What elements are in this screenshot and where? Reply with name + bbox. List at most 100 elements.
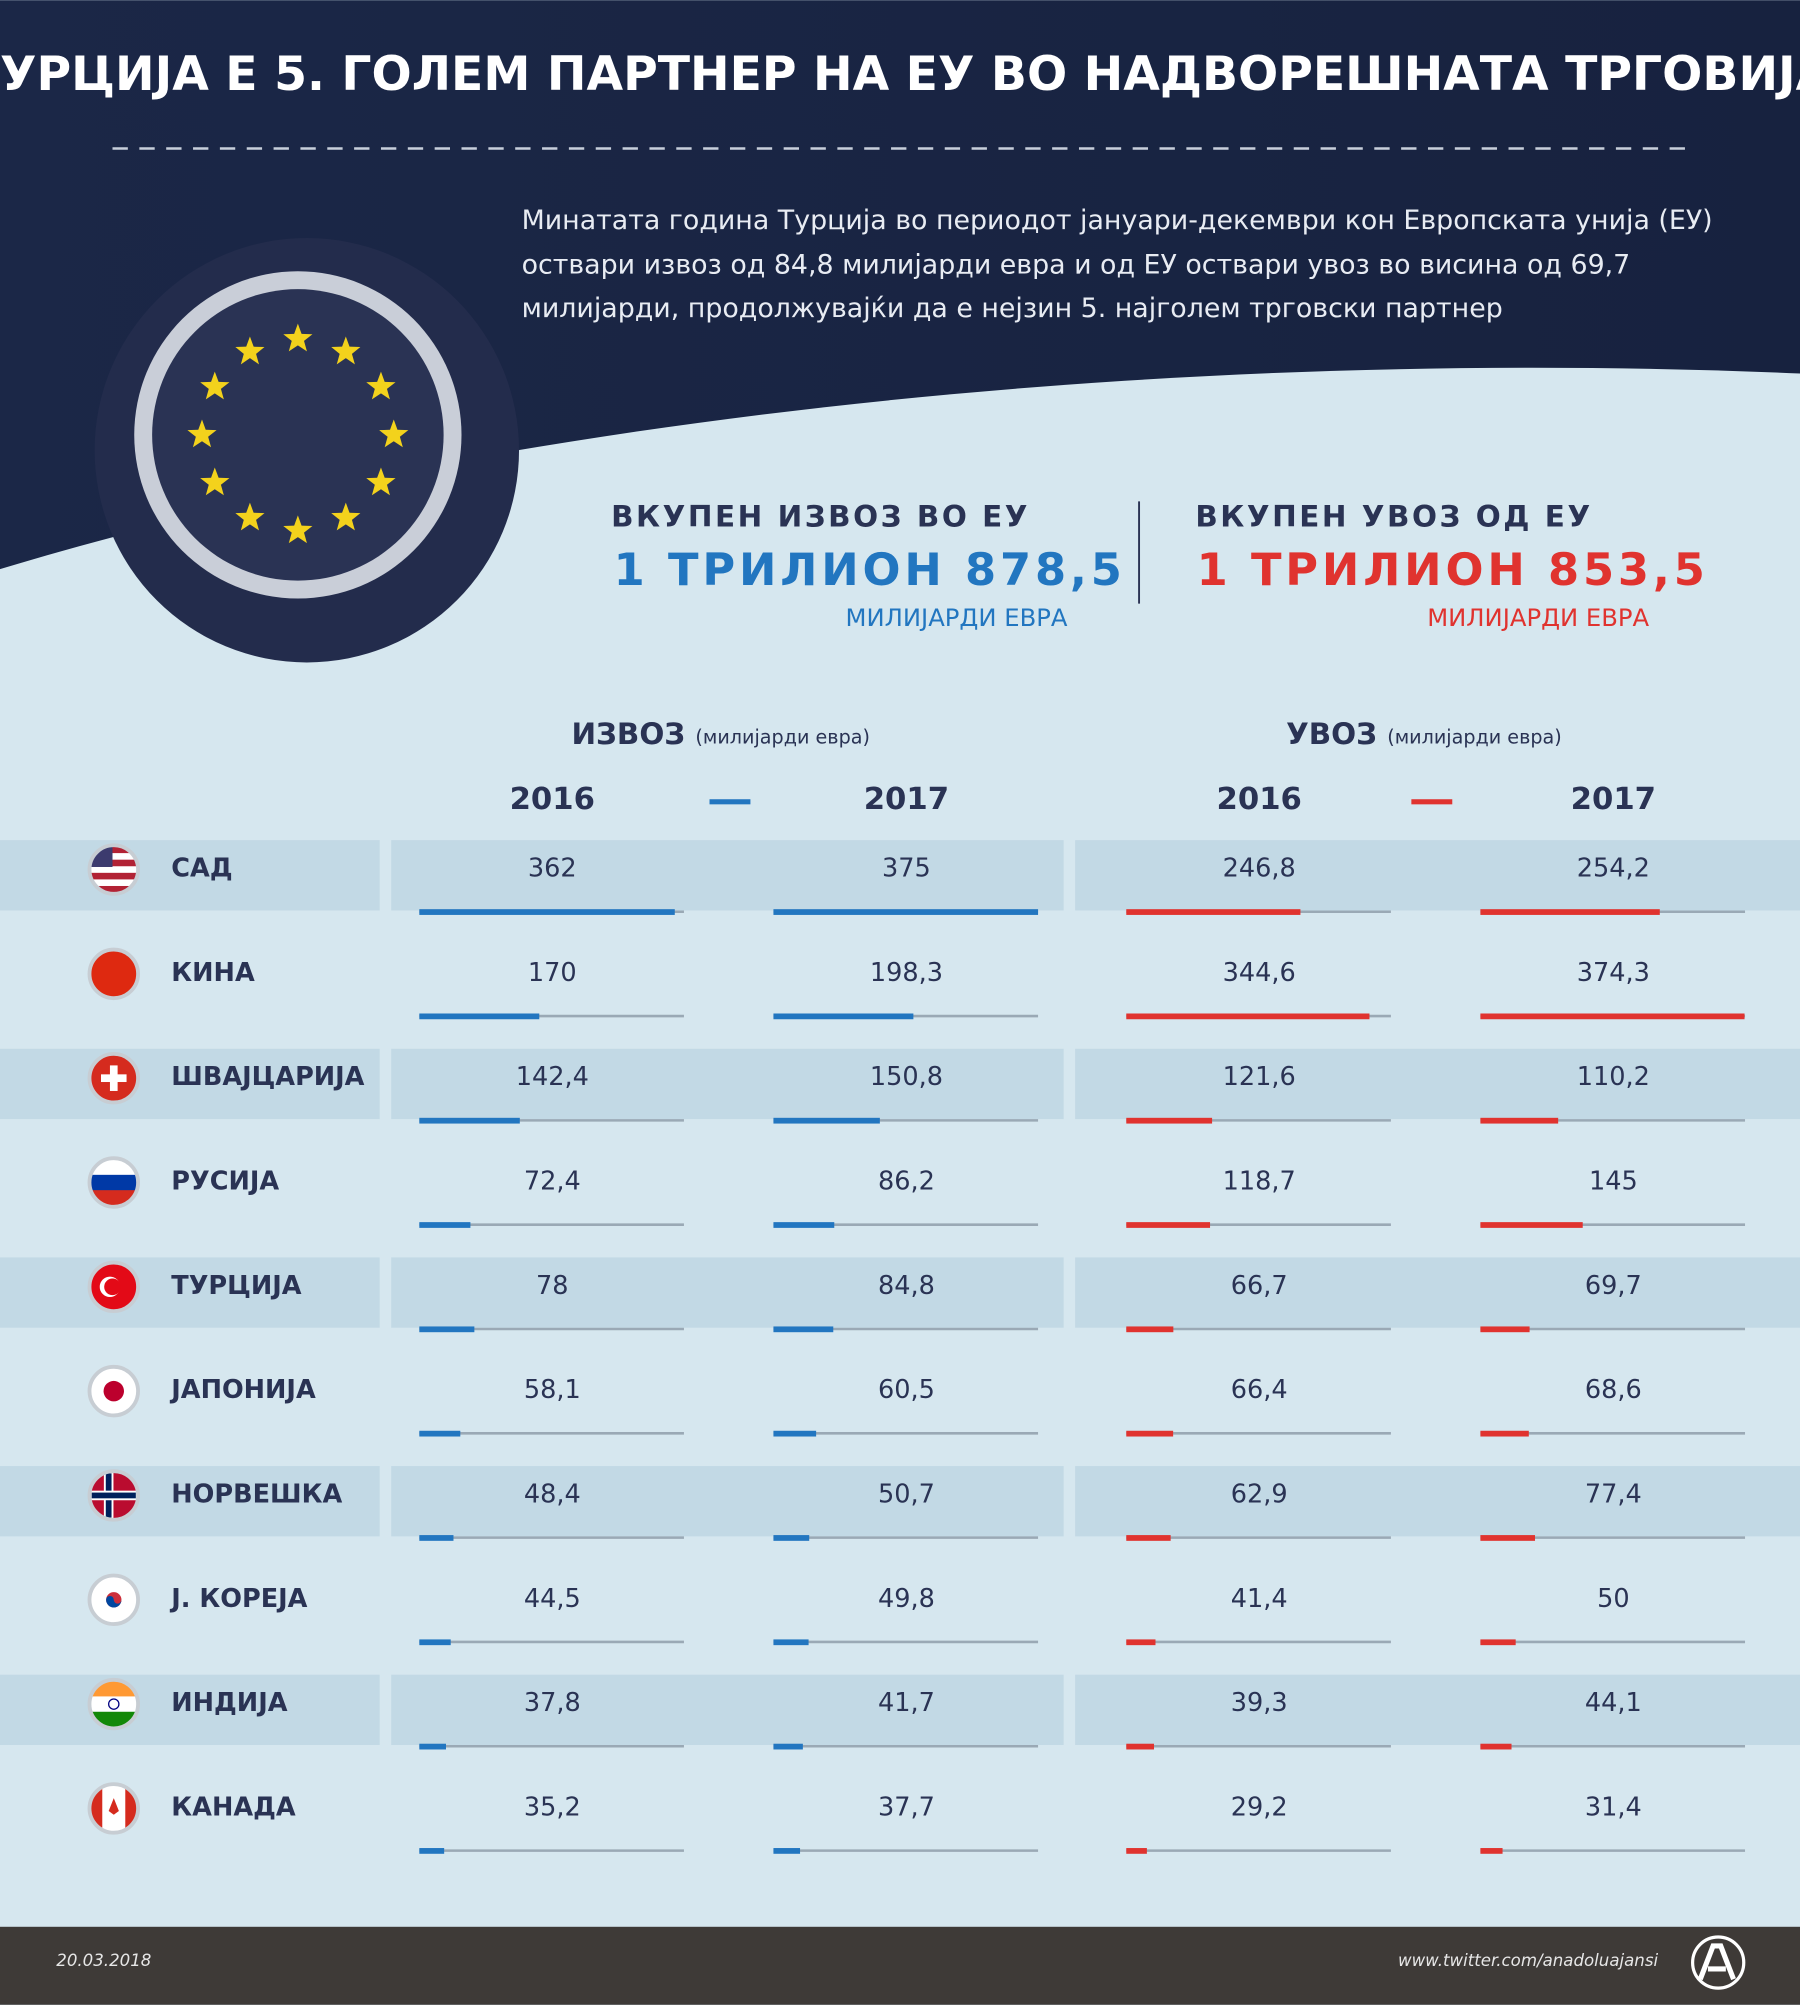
flag-wheel: [108, 1698, 120, 1710]
value-label: 50: [1597, 1584, 1630, 1614]
flag: [87, 1364, 140, 1418]
bar: [1126, 909, 1301, 915]
table: ИЗВОЗ (милијарди евра) 2016 2017 УВОЗ (милија…: [0, 717, 1800, 1854]
flag-cross: [100, 1074, 127, 1083]
flag-stripe: [90, 1174, 137, 1191]
flag-ring: [87, 947, 140, 1001]
country: КАНАДА: [171, 1792, 296, 1822]
paragraph: оствари извоз од 84,8 милијарди евра и о…: [522, 250, 1631, 281]
country: ИНДИЈА: [171, 1688, 287, 1718]
value-label: 29,2: [1231, 1792, 1288, 1822]
row-band: [391, 1466, 1064, 1537]
value-label: 77,4: [1585, 1479, 1642, 1509]
emblem: [152, 289, 444, 581]
bar: [419, 909, 675, 915]
value-label: 86,2: [878, 1167, 935, 1197]
flag-ring: [87, 1677, 140, 1731]
star: [200, 467, 230, 496]
flag: [87, 947, 140, 1001]
value-label: 110,2: [1577, 1062, 1650, 1092]
value-label: 66,7: [1231, 1271, 1288, 1301]
flag-stripe: [90, 1159, 137, 1176]
flag-stripe: [90, 885, 137, 893]
star: [331, 502, 361, 531]
flag-stripe: [90, 859, 137, 867]
bar: [419, 1639, 451, 1646]
country: РУСИЈА: [171, 1167, 279, 1197]
row-band: [391, 1257, 1064, 1328]
value-label: 78: [536, 1271, 569, 1301]
group-title: ИЗВОЗ: [571, 717, 685, 751]
bar: [419, 1430, 461, 1437]
bar: [773, 1430, 817, 1437]
bar: [419, 1222, 471, 1228]
year: 2017: [1571, 782, 1656, 817]
flag-ring: [87, 1782, 140, 1835]
bar: [773, 1848, 801, 1854]
bar: [1480, 1117, 1559, 1124]
flag-leaf: [108, 1798, 119, 1815]
bar: [773, 1743, 803, 1750]
value-label: 84,8: [878, 1271, 935, 1301]
value-label: 50,7: [878, 1479, 935, 1509]
eu-stars: [187, 323, 409, 544]
value-label: 145: [1589, 1167, 1638, 1197]
row-band: [391, 1674, 1064, 1746]
value-label: 49,8: [878, 1584, 935, 1614]
country: ЈАПОНИЈА: [169, 1375, 316, 1405]
flag-stripe: [90, 866, 137, 874]
bar: [1480, 1430, 1529, 1437]
value-label: 118,7: [1223, 1167, 1296, 1197]
group-unit: (милијарди евра): [695, 725, 870, 748]
value-label: 41,7: [878, 1688, 935, 1718]
title: ТУРЦИЈА Е 5. ГОЛЕМ ПАРТНЕР НА ЕУ ВО НАДВ…: [0, 47, 1800, 102]
value-label: 344,6: [1223, 958, 1296, 988]
flag-stripe: [90, 1696, 137, 1713]
bar: [1126, 1848, 1147, 1854]
flag-stripe: [90, 1711, 137, 1728]
bar: [419, 1326, 475, 1333]
footer-bg: [0, 1926, 1800, 2005]
year: 2016: [1217, 782, 1302, 817]
total-label: ВКУПЕН ИЗВОЗ ВО ЕУ: [611, 499, 1030, 533]
total-unit: МИЛИЈАРДИ ЕВРА: [846, 603, 1068, 632]
value-label: 44,5: [524, 1584, 581, 1614]
row-band: [0, 1257, 380, 1328]
flag-stripe: [90, 1190, 137, 1206]
flag-ring: [87, 1469, 140, 1522]
row-band: [0, 1466, 380, 1537]
bar: [1126, 1430, 1174, 1437]
bar: [1480, 1535, 1536, 1541]
value-label: 37,7: [878, 1792, 935, 1822]
year: 2016: [510, 782, 595, 817]
row-band: [0, 1048, 380, 1120]
flag-stripe: [90, 853, 137, 861]
value-label: 66,4: [1231, 1375, 1288, 1405]
total-label: ВКУПЕН УВОЗ ОД ЕУ: [1195, 499, 1592, 533]
row-band: [391, 1048, 1064, 1120]
bar: [773, 1117, 880, 1124]
value-label: 121,6: [1223, 1062, 1296, 1092]
bar: [419, 1848, 445, 1854]
paragraph: Минатата година Турција во периодот јану…: [522, 205, 1713, 236]
country: ШВАЈЦАРИЈА: [171, 1062, 364, 1092]
flag-moon: [104, 1278, 121, 1296]
value-label: 72,4: [524, 1167, 581, 1197]
value-label: 362: [528, 854, 577, 884]
value-label: 198,3: [870, 958, 943, 988]
bar: [773, 1013, 914, 1020]
country: КИНА: [171, 958, 255, 988]
paragraph: милијарди, продолжувајќи да е нејзин 5. …: [522, 293, 1503, 324]
bar: [1126, 1639, 1156, 1646]
star: [200, 371, 230, 400]
total-unit: МИЛИЈАРДИ ЕВРА: [1427, 603, 1649, 632]
value-label: 62,9: [1231, 1479, 1288, 1509]
bar: [773, 1326, 834, 1333]
group-title: УВОЗ: [1286, 717, 1377, 751]
value-label: 39,3: [1231, 1688, 1288, 1718]
bar: [419, 1117, 520, 1124]
value-label: 170: [528, 958, 577, 988]
bar: [1126, 1535, 1171, 1541]
star: [283, 323, 313, 352]
